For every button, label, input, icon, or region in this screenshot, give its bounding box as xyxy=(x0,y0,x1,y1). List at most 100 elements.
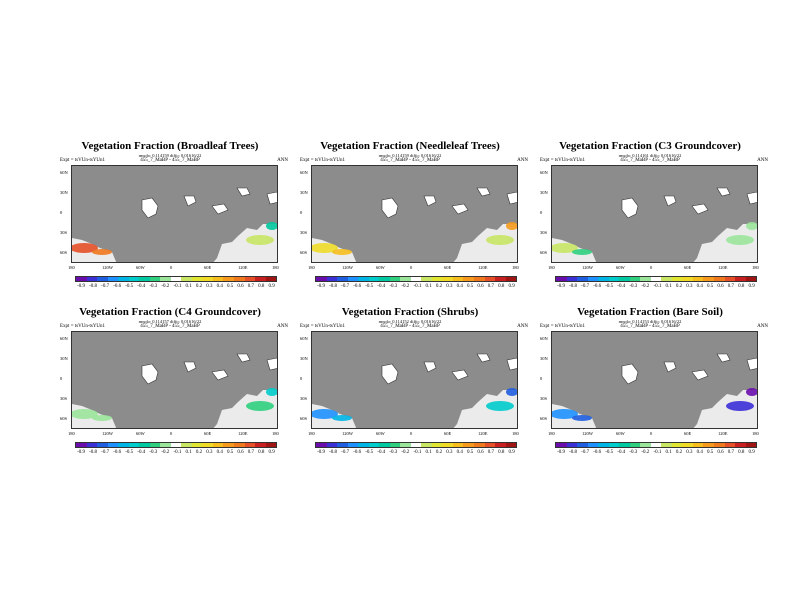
colorbar-label: 0.9 xyxy=(268,450,275,455)
colorbar-label: 0.6 xyxy=(717,450,724,455)
colorbar-cell xyxy=(223,277,234,281)
colorbar-cell xyxy=(191,277,203,281)
colorbar-label: -0.7 xyxy=(581,284,590,289)
colorbar-cell xyxy=(191,443,203,447)
map-panel: Vegetation Fraction (Broadleaf Trees) rm… xyxy=(60,140,300,290)
colorbar-label: 0.9 xyxy=(268,284,275,289)
map-svg xyxy=(552,166,757,262)
colorbar-label: 0.2 xyxy=(435,284,443,289)
lon-label: 180 xyxy=(68,265,75,270)
colorbar-label: -0.5 xyxy=(365,284,374,289)
colorbar-cell xyxy=(212,277,224,281)
colorbar-cell xyxy=(650,443,662,447)
colorbar-label: 0.2 xyxy=(675,450,683,455)
lon-label: 180 xyxy=(308,431,315,436)
colorbar-label: 0.2 xyxy=(195,450,203,455)
colorbar-label: 0.7 xyxy=(727,450,734,455)
anomaly-patch xyxy=(332,415,352,421)
colorbar-cell xyxy=(400,277,411,281)
map-panel: Vegetation Fraction (Shrubs) rmsdo: 0.11… xyxy=(300,306,540,456)
colorbar-cell xyxy=(640,277,651,281)
lat-label: 30S xyxy=(540,230,548,235)
island-outlines xyxy=(381,353,517,385)
anomaly-patch xyxy=(92,415,112,421)
colorbar-label: 0.8 xyxy=(738,284,745,289)
colorbar-label: 0.3 xyxy=(206,284,213,289)
colorbar-cell xyxy=(233,277,245,281)
colorbar-cell xyxy=(484,277,496,281)
colorbar-label: -0.3 xyxy=(149,284,158,289)
lat-label: 30N xyxy=(300,356,308,361)
colorbar-cell xyxy=(452,443,464,447)
lat-label: 60S xyxy=(60,250,68,255)
colorbar-label: -0.4 xyxy=(377,284,386,289)
panel-title: Vegetation Fraction (C3 Groundcover) xyxy=(559,140,741,152)
lon-label: 180 xyxy=(752,431,759,436)
anomaly-patch xyxy=(486,235,514,245)
lon-label: 0 xyxy=(410,431,413,436)
panel-expt: Expt = tsVUn-tsYUn1 xyxy=(540,158,586,163)
colorbar-cell xyxy=(505,277,517,281)
panel-title: Vegetation Fraction (Shrubs) xyxy=(341,306,479,318)
lon-label: 120E xyxy=(478,431,488,436)
colorbar-cell xyxy=(181,277,192,281)
colorbar-label: 0.9 xyxy=(748,284,755,289)
anomaly-patch xyxy=(92,249,112,255)
lon-label: 0 xyxy=(650,265,653,270)
colorbar-label: 0.5 xyxy=(226,284,234,289)
colorbar-cell xyxy=(566,277,578,281)
colorbar-label: -0.4 xyxy=(137,450,146,455)
lat-label: 30S xyxy=(60,230,68,235)
colorbar-cell xyxy=(97,443,108,447)
colorbar-label: 0.4 xyxy=(696,450,703,455)
colorbar-cell xyxy=(86,277,98,281)
panel-stats: rmsdo: 0.114152 diffo: 0.01616/22 xyxy=(378,319,442,324)
colorbar-cell xyxy=(682,277,693,281)
colorbar-cell xyxy=(233,443,245,447)
colorbar-label: 0.2 xyxy=(195,284,203,289)
colorbar-label: -0.1 xyxy=(653,450,662,455)
colorbar-label: -0.7 xyxy=(101,284,110,289)
colorbar-cell xyxy=(505,443,517,447)
colorbar-label: 0.7 xyxy=(487,284,494,289)
colorbar-label: 0.3 xyxy=(446,450,453,455)
colorbar-cell xyxy=(629,443,641,447)
colorbar-cell xyxy=(442,443,453,447)
colorbar-cell xyxy=(128,277,140,281)
anomaly-patch xyxy=(266,388,277,396)
colorbar-cell xyxy=(118,443,129,447)
colorbar-cell xyxy=(682,443,693,447)
colorbar-cell xyxy=(713,443,725,447)
colorbar-label: 0.2 xyxy=(675,284,683,289)
colorbar-cell xyxy=(661,277,672,281)
colorbar-label: -0.9 xyxy=(77,284,85,289)
colorbar-label: -0.5 xyxy=(125,284,134,289)
colorbar-cell xyxy=(745,443,757,447)
anomaly-patch xyxy=(312,243,338,253)
lon-label: 60E xyxy=(444,265,452,270)
lat-label: 0 xyxy=(540,210,543,215)
land-area xyxy=(312,166,517,262)
colorbar xyxy=(315,276,517,282)
colorbar-cell xyxy=(212,443,224,447)
colorbar-label: 0.7 xyxy=(247,450,254,455)
colorbar-label: 0.6 xyxy=(717,284,724,289)
colorbar-label: -0.1 xyxy=(173,284,182,289)
colorbar-label: -0.1 xyxy=(173,450,182,455)
colorbar-cell xyxy=(598,277,609,281)
panel-diff: 455_7_MaBP - 455_7_MaBP xyxy=(620,158,680,163)
colorbar-cell xyxy=(640,443,651,447)
colorbar-label: -0.8 xyxy=(89,284,98,289)
island-outlines xyxy=(141,353,277,385)
colorbar-label: 0.7 xyxy=(247,284,254,289)
lon-label: 180 xyxy=(68,431,75,436)
colorbar-cell xyxy=(495,277,506,281)
colorbar-label: -0.4 xyxy=(617,450,626,455)
colorbar-label: -0.8 xyxy=(329,450,338,455)
colorbar-cell xyxy=(326,443,338,447)
colorbar-cell xyxy=(577,277,588,281)
lon-label: 120E xyxy=(718,265,728,270)
anomaly-patch xyxy=(746,222,757,230)
colorbar xyxy=(75,276,277,282)
colorbar-label: -0.9 xyxy=(557,284,565,289)
